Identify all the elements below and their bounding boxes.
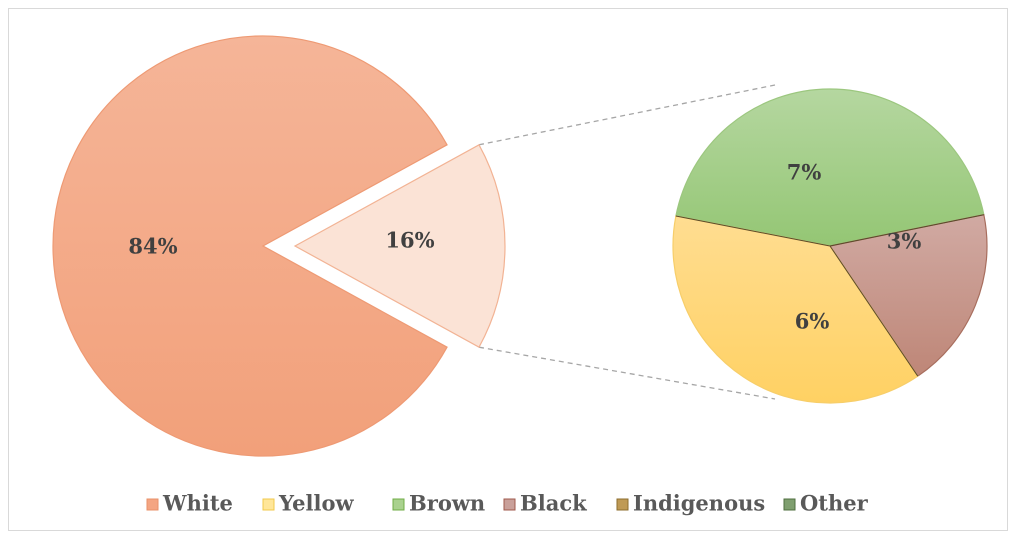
legend-entry-yellow: Yellow	[262, 491, 354, 516]
legend-swatch	[503, 498, 516, 511]
slice-separator	[675, 215, 831, 247]
legend-label: White	[162, 491, 233, 516]
slice-separator	[829, 214, 984, 247]
slice-other_group	[293, 144, 506, 348]
slice-yellow	[672, 215, 919, 404]
legend-swatch	[616, 498, 629, 511]
secondary-pie	[672, 88, 988, 404]
slice-brown	[675, 88, 985, 247]
slice-white	[52, 35, 448, 457]
slice-label-white: 84%	[128, 234, 177, 259]
legend-label: Yellow	[278, 491, 354, 516]
legend-entry-black: Black	[503, 491, 587, 516]
slice-label-yellow: 6%	[795, 309, 830, 334]
slice-label-brown: 7%	[787, 160, 822, 185]
slice-label-black: 3%	[887, 229, 922, 254]
legend-entry-brown: Brown	[392, 491, 485, 516]
slice-label-other_group: 16%	[385, 228, 434, 253]
legend-label: Indigenous	[633, 491, 765, 516]
legend-label: Black	[520, 491, 587, 516]
legend-entry-indigenous: Indigenous	[616, 491, 765, 516]
legend-swatch	[146, 498, 159, 511]
legend-swatch	[262, 498, 275, 511]
slice-separator	[829, 245, 919, 377]
legend-swatch	[392, 498, 405, 511]
legend: White Yellow Brown Black Indigenous Other	[146, 491, 869, 516]
slice-black	[829, 213, 988, 377]
legend-swatch	[783, 498, 796, 511]
legend-entry-other: Other	[783, 491, 869, 516]
legend-label: Other	[800, 491, 869, 516]
slice-labels: 84% 16% 7% 3% 6%	[128, 160, 921, 334]
legend-label: Brown	[409, 491, 485, 516]
legend-entry-white: White	[146, 491, 233, 516]
main-pie	[52, 35, 506, 457]
